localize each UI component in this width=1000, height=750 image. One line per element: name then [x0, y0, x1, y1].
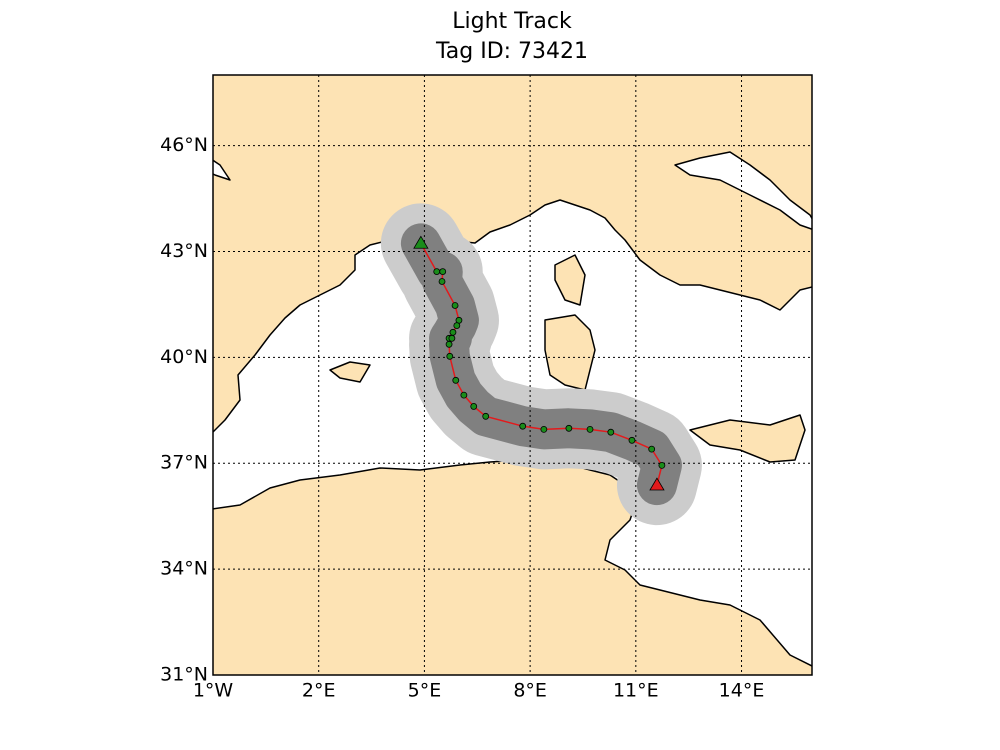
track-point — [658, 461, 666, 469]
y-tick-label: 40°N — [160, 346, 208, 368]
track-point — [449, 328, 457, 336]
end-marker — [649, 477, 665, 491]
track-point — [482, 412, 490, 420]
y-tick-label: 43°N — [160, 240, 208, 262]
track-point — [448, 334, 456, 342]
x-tick-label: 1°W — [193, 680, 234, 702]
x-tick-label: 8°E — [513, 680, 547, 702]
track-point — [586, 425, 594, 433]
track-point — [607, 428, 615, 436]
balearic — [329, 361, 371, 383]
x-tick-label: 14°E — [719, 680, 765, 702]
chart-subtitle: Tag ID: 73421 — [435, 39, 588, 64]
track-point — [446, 352, 454, 360]
track-point — [439, 268, 447, 275]
y-tick-label: 37°N — [160, 452, 208, 474]
map — [213, 75, 812, 675]
track-point — [628, 436, 636, 444]
y-tick-label: 46°N — [160, 134, 208, 156]
y-tick-label: 34°N — [160, 558, 208, 580]
track-point — [451, 302, 459, 309]
corsica — [554, 254, 586, 306]
x-tick-label: 2°E — [302, 680, 336, 702]
biscay — [213, 159, 231, 181]
track-point — [565, 424, 573, 432]
track-point — [438, 278, 446, 285]
track-point — [445, 340, 453, 348]
track-point — [433, 268, 441, 275]
track-point — [460, 391, 468, 399]
start-marker — [413, 235, 429, 249]
x-tick-label: 11°E — [613, 680, 659, 702]
y-tick-label: 31°N — [160, 664, 208, 686]
map-frame — [212, 74, 813, 676]
track-point — [452, 376, 460, 384]
adriatic-sea — [674, 151, 812, 230]
sicily — [689, 414, 806, 463]
track-point — [470, 403, 478, 410]
track-point — [453, 322, 461, 329]
x-tick-label: 5°E — [408, 680, 442, 702]
track-point — [540, 425, 548, 433]
track-point — [519, 422, 527, 430]
track-marks — [413, 235, 666, 491]
track-point — [648, 445, 656, 453]
chart-title: Light Track — [452, 9, 572, 34]
